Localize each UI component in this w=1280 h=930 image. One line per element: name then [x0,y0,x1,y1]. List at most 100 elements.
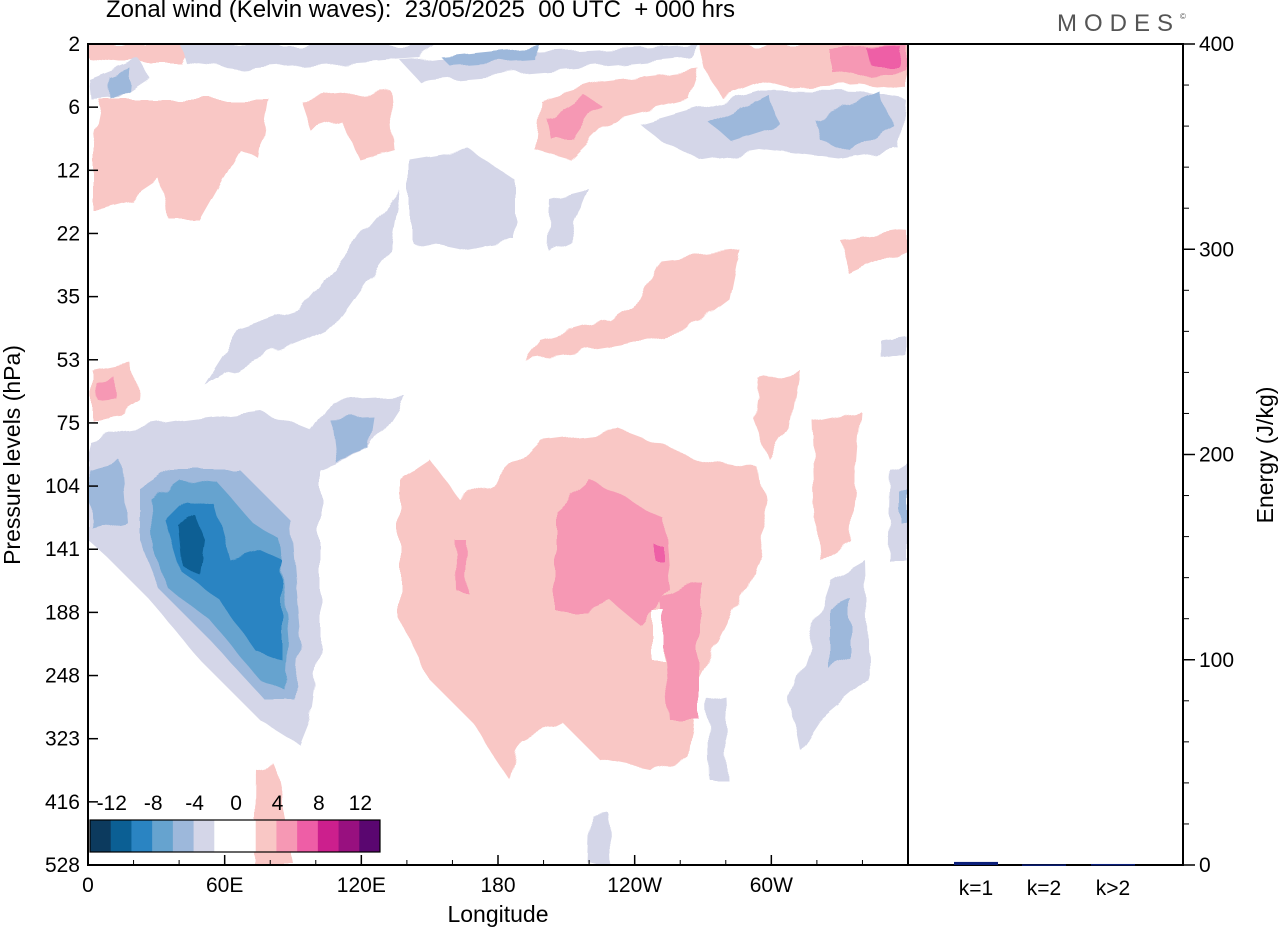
longitude-tick-label: 120E [337,874,386,897]
contour-negative-mid-right [548,190,590,250]
contour-positive-trop-hole [652,610,664,660]
contour-positive-left-upper-2 [300,90,395,160]
contour-negative-core-top-b [110,70,132,100]
pressure-tick-label: 6 [68,96,80,119]
chart-title: Zonal wind (Kelvin waves): 23/05/2025 00… [106,0,735,23]
contour-negative-mid-right-small [880,336,906,360]
colorbar-swatch [172,820,195,852]
energy-bars: k=1 k=2 k>2 [954,861,1135,900]
contour-negative-trop-right-edge-core [898,486,906,520]
contour-negative-band-top-3 [400,44,700,82]
contour-positive-core-upper [548,96,600,140]
pressure-tick-label: 35 [57,286,80,309]
pressure-tick-label: 53 [57,349,80,372]
contour-positive-trop-core-3 [455,540,466,590]
energy-bar-label: k>2 [1096,877,1130,900]
colorbar-swatch [235,820,257,852]
contour-positive-trop-core [555,480,670,625]
contour-negative-right-upper-core [710,96,780,140]
longitude-axis: 0 60E 120E 180 120W 60W [82,855,909,897]
zonal-wind-contours [88,44,908,865]
colorbar-swatch [214,820,236,852]
pressure-tick-label: 141 [45,538,80,561]
energy-bar [1091,863,1135,866]
contour-positive-trop-right-2 [812,410,860,560]
x-axis-title: Longitude [447,901,548,927]
longitude-tick-label: 60E [206,874,243,897]
energy-tick-label: 400 [1199,33,1234,56]
colorbar-swatch [317,820,340,852]
longitude-tick-label: 180 [480,874,515,897]
longitude-tick-label: 120W [607,874,662,897]
colorbar-swatch [276,820,298,852]
energy-tick-label: 0 [1199,854,1211,877]
energy-bar-label: k=2 [1027,877,1061,900]
y-axis-title: Pressure levels (hPa) [0,345,25,565]
pressure-tick-label: 104 [45,475,80,498]
contour-positive-mid-left [92,362,140,420]
colorbar-swatch [90,820,112,852]
colorbar-swatch [152,820,174,852]
colorbar-swatch [255,820,277,852]
pressure-tick-label: 75 [57,412,80,435]
colorbar-swatch [193,820,215,852]
colorbar-label: -8 [144,792,163,815]
colorbar-label: 0 [230,792,242,815]
energy-tick-label: 100 [1199,649,1234,672]
longitude-tick-label: 0 [82,874,94,897]
colorbar-swatch [359,820,381,852]
colorbar-frame [89,819,381,853]
energy-bar [954,861,998,865]
energy-tick-label: 300 [1199,238,1234,261]
energy-tick-label: 200 [1199,444,1234,467]
colorbar-label: -12 [97,792,127,815]
contour-positive-band-top-left [88,44,190,62]
contour-negative-trop-right [790,560,868,750]
contour-positive-trop-peak [655,545,662,560]
contour-positive-trop-right [755,370,800,460]
contour-positive-trop-core-2 [660,580,700,720]
contour-negative-trop-level2-left [90,460,125,528]
contour-positive-mid-left-core [96,378,116,400]
colorbar-label: -4 [185,792,204,815]
pressure-tick-label: 12 [57,159,80,182]
contour-negative-mid-blob [410,150,515,250]
colorbar: -12 -8 -4 0 4 8 12 [89,792,381,853]
pressure-tick-label: 323 [45,728,80,751]
contour-positive-mid-right [525,250,740,360]
contour-negative-low-a [708,696,728,780]
longitude-tick-label: 60W [750,874,793,897]
energy-plot-frame [907,43,1184,866]
contour-positive-peak-top-right [866,46,900,64]
colorbar-swatch [338,820,360,852]
energy-axis: 0 100 200 300 400 [1183,33,1234,877]
contour-negative-mid-diagonal [205,190,400,385]
contour-negative-trop-right-edge [888,460,906,560]
energy-bar-label: k=1 [959,877,993,900]
colorbar-label: 4 [272,792,284,815]
contour-positive-left-upper [92,100,270,220]
contour-negative-core-top-a [440,46,540,66]
contour-negative-low-b [590,812,610,865]
contour-negative-trop-level2-upper [330,418,375,462]
pressure-tick-label: 248 [45,665,80,688]
contour-negative-right-upper-core-2 [815,92,892,150]
modes-logo: MODES© [1057,10,1186,37]
pressure-tick-label: 528 [45,854,80,877]
colorbar-swatch [131,820,153,852]
energy-axis-title: Energy (J/kg) [1252,387,1278,524]
contour-negative-band-top-2 [180,44,440,70]
contour-negative-trop-right-core [830,600,852,670]
pressure-axis: 2 6 12 22 35 53 75 104 141 188 248 323 416 528 [45,33,98,877]
colorbar-label: 8 [313,792,325,815]
pressure-tick-label: 22 [57,222,80,245]
contour-positive-mid-right-2 [840,230,906,275]
pressure-tick-label: 2 [68,33,80,56]
colorbar-label: 12 [349,792,372,815]
energy-bar [1022,864,1066,866]
pressure-tick-label: 416 [45,791,80,814]
pressure-tick-label: 188 [45,601,80,624]
colorbar-swatch [110,820,132,852]
colorbar-swatch [297,820,319,852]
